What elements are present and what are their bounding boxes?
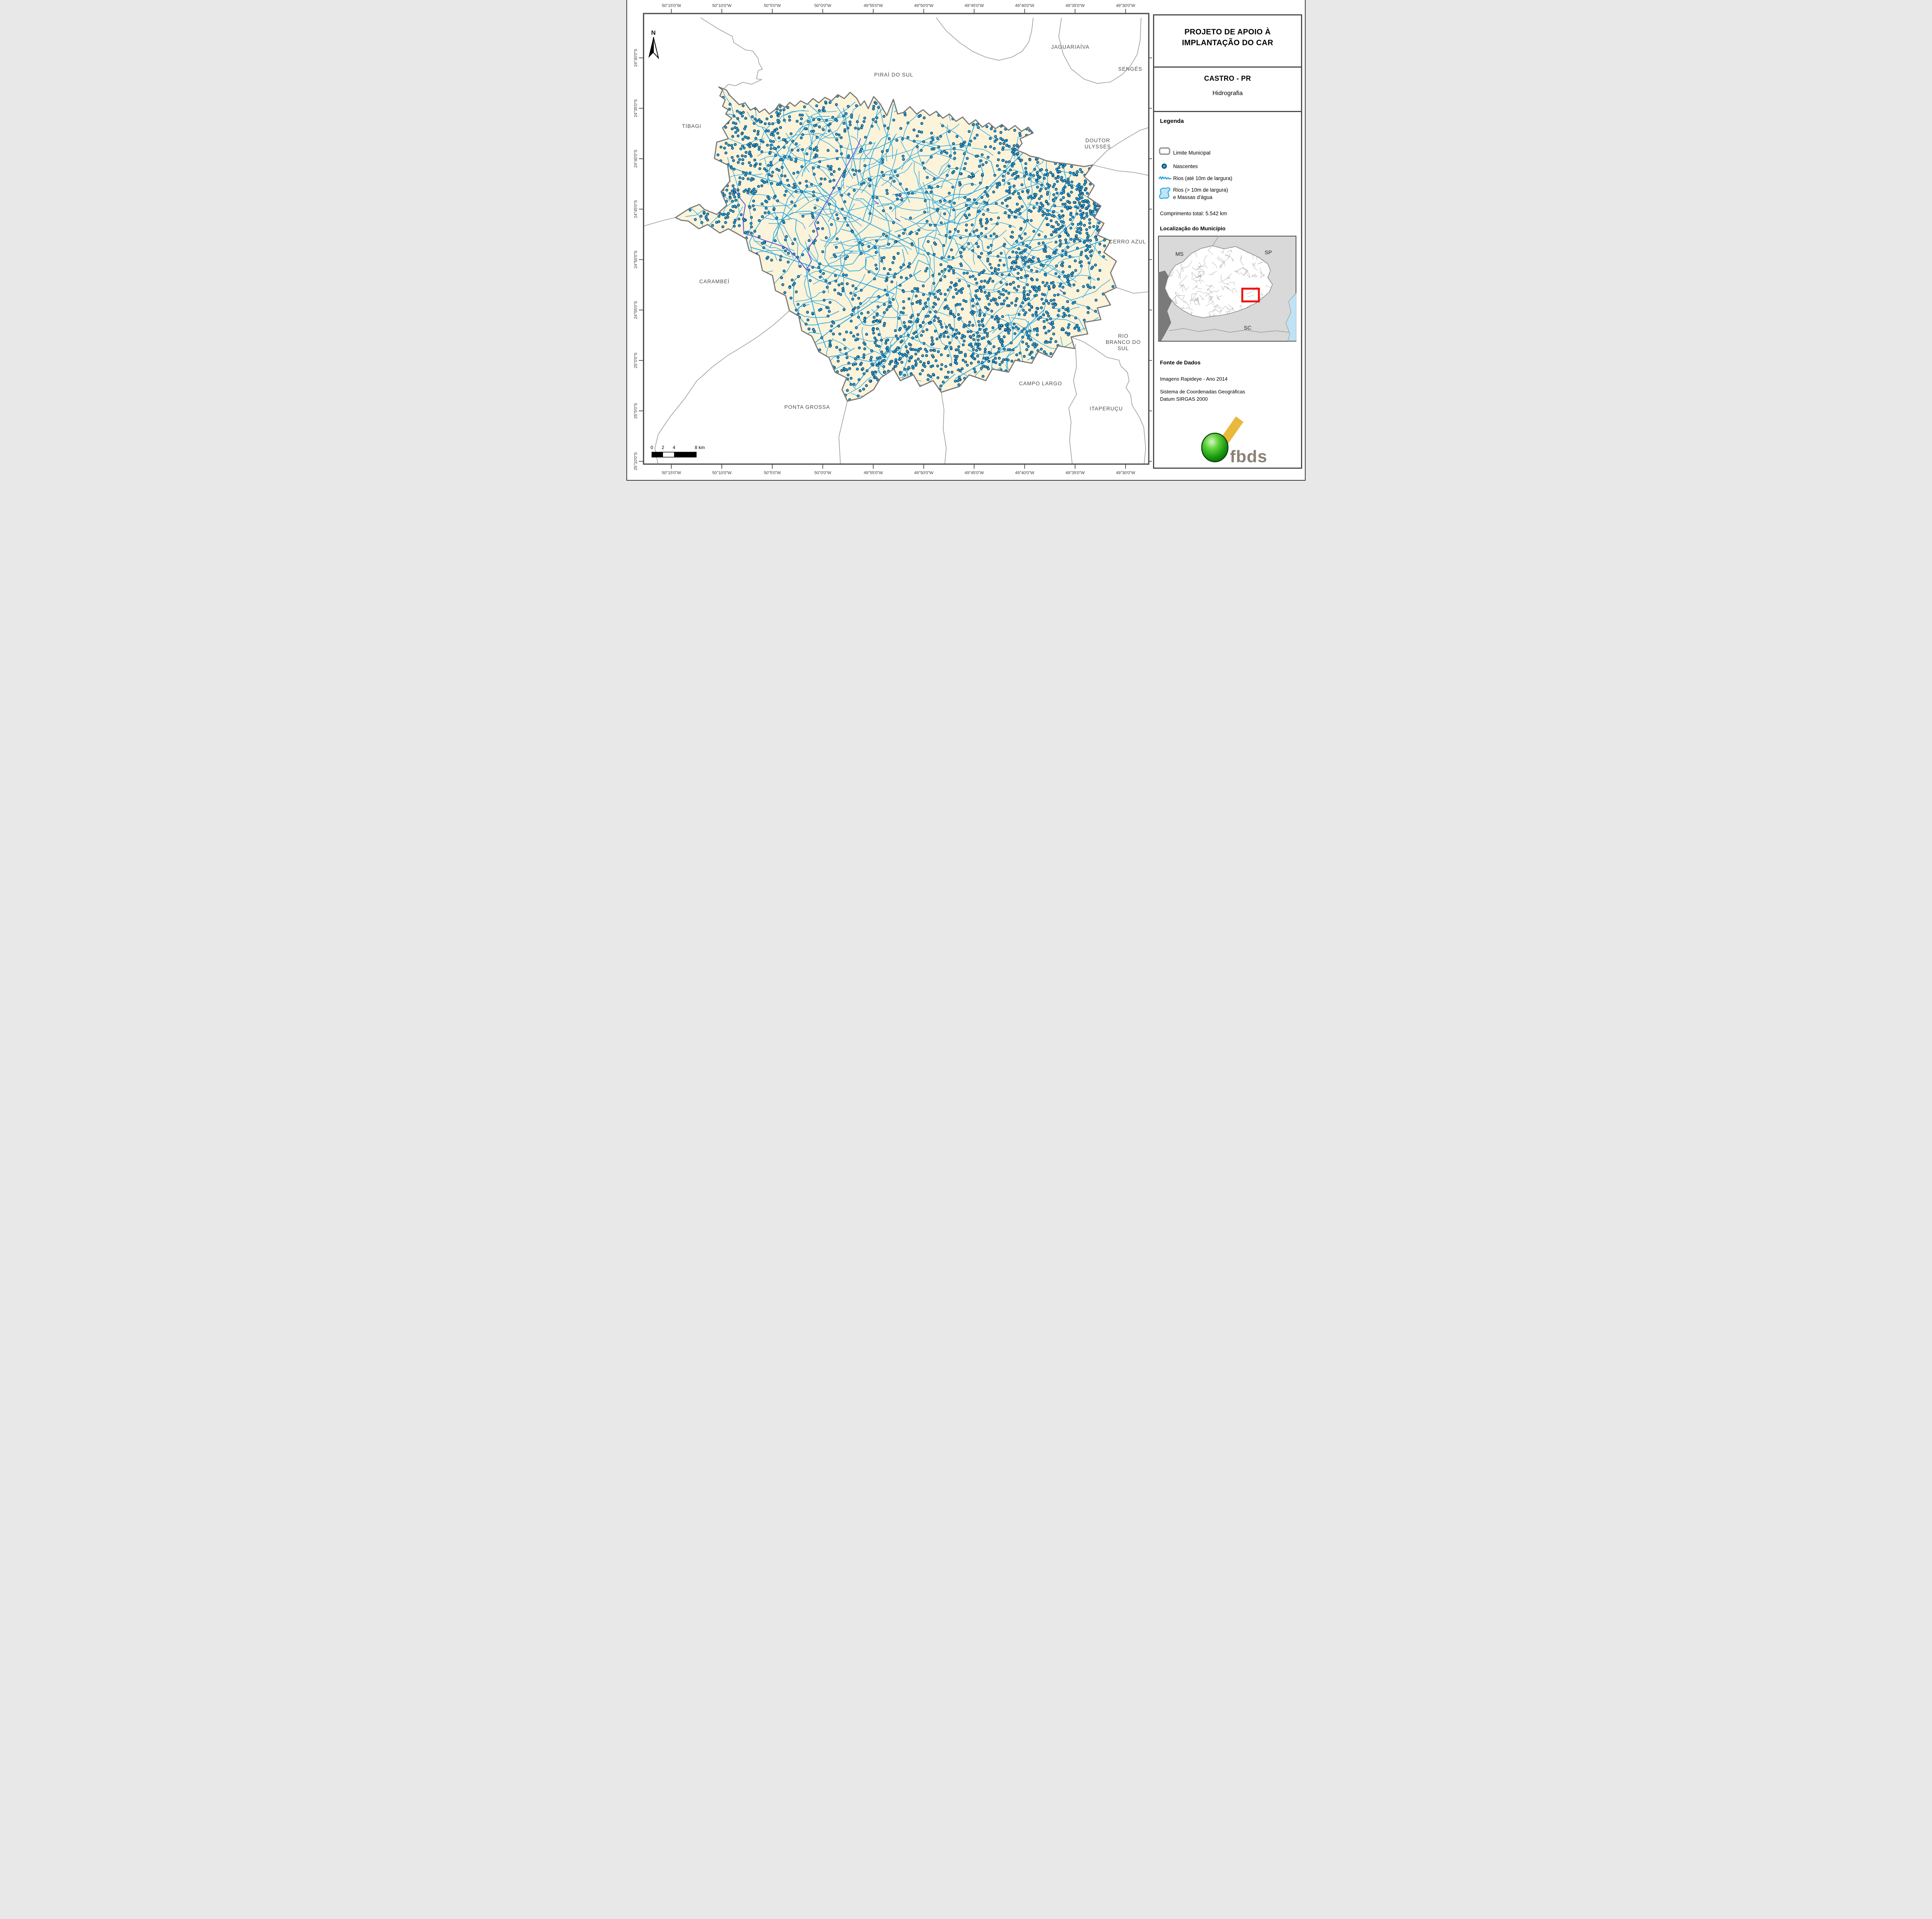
rios-maior-10m-swatch-icon xyxy=(1159,187,1170,199)
svg-text:50°0'0"W: 50°0'0"W xyxy=(814,3,831,8)
inset-label-sp: SP xyxy=(1265,249,1272,255)
map-frame xyxy=(643,13,1150,465)
svg-text:49°55'0"W: 49°55'0"W xyxy=(864,471,883,475)
svg-text:CARAMBEÍ: CARAMBEÍ xyxy=(699,279,730,284)
localizacao-heading: Localização do Município xyxy=(1160,225,1226,231)
svg-text:49°55'0"W: 49°55'0"W xyxy=(864,3,883,8)
svg-text:CAMPO LARGO: CAMPO LARGO xyxy=(1019,381,1062,386)
svg-text:50°10'0"W: 50°10'0"W xyxy=(712,471,731,475)
panel-divider-2 xyxy=(1153,111,1302,112)
fonte-line1: Imagens Rapideye - Ano 2014 xyxy=(1160,376,1228,382)
svg-text:49°30'0"W: 49°30'0"W xyxy=(1116,471,1135,475)
limite-municipal-swatch-icon xyxy=(1159,147,1170,155)
svg-text:SENGÉS: SENGÉS xyxy=(1118,66,1142,72)
svg-text:25°0'0"S: 25°0'0"S xyxy=(634,352,638,368)
fonte-heading: Fonte de Dados xyxy=(1160,359,1201,366)
svg-text:49°40'0"W: 49°40'0"W xyxy=(1015,471,1034,475)
svg-text:50°5'0"W: 50°5'0"W xyxy=(764,3,781,8)
svg-text:50°0'0"W: 50°0'0"W xyxy=(814,471,831,475)
fonte-line2: Sistema de Coordenadas Geográficas xyxy=(1160,389,1245,395)
panel-divider-1 xyxy=(1153,66,1302,68)
svg-text:49°45'0"W: 49°45'0"W xyxy=(964,3,984,8)
svg-text:49°30'0"W: 49°30'0"W xyxy=(1116,3,1135,8)
svg-text:49°40'0"W: 49°40'0"W xyxy=(1015,3,1034,8)
main-map: 50°15'0"W 50°15'0"W 50°10'0"W 50°10'0"W 50°5… xyxy=(634,3,1152,475)
rivers-layer xyxy=(685,87,1111,401)
svg-text:25°10'0"S: 25°10'0"S xyxy=(634,452,638,470)
legend-heading: Legenda xyxy=(1160,118,1184,124)
logo-green-sphere xyxy=(1201,432,1229,463)
inset-parana-shape xyxy=(1165,245,1273,318)
municipality-title: CASTRO - PR xyxy=(1204,75,1251,82)
svg-text:0: 0 xyxy=(651,445,653,450)
legend-swatches xyxy=(1158,147,1172,199)
svg-text:2: 2 xyxy=(662,445,664,450)
svg-text:24°55'0"S: 24°55'0"S xyxy=(634,301,638,319)
municipality-outline xyxy=(675,86,1117,402)
total-length-label: Comprimento total: 5.542 km xyxy=(1160,211,1227,216)
project-title-line1: PROJETO DE APOIO À xyxy=(1184,28,1271,36)
svg-text:24°50'0"S: 24°50'0"S xyxy=(634,250,638,269)
svg-text:25°5'0"S: 25°5'0"S xyxy=(634,403,638,419)
svg-text:49°35'0"W: 49°35'0"W xyxy=(1066,471,1085,475)
svg-text:24°40'0"S: 24°40'0"S xyxy=(634,150,638,168)
svg-text:49°50'0"W: 49°50'0"W xyxy=(914,3,934,8)
legend-rios10-label: Rios (até 10m de largura) xyxy=(1173,175,1233,181)
svg-text:N: N xyxy=(651,30,656,36)
municipality-area xyxy=(675,87,1116,401)
nascentes-swatch-icon xyxy=(1162,163,1167,169)
svg-text:49°45'0"W: 49°45'0"W xyxy=(964,471,984,475)
legend-limite-label: Limite Municipal xyxy=(1173,150,1211,156)
locator-inset-map: MS SP SC xyxy=(1158,236,1296,342)
neighbor-labels: JAGUARIAÍVA SENGÉS PIRAÍ DO SUL TIBAGI DOUTO… xyxy=(682,44,1146,412)
scale-bar: 0 2 4 8 km xyxy=(651,445,705,458)
neighbor-boundaries xyxy=(643,17,1149,464)
legend-rios-maior-label-2: e Massas d'água xyxy=(1173,194,1213,200)
svg-text:49°50'0"W: 49°50'0"W xyxy=(914,471,934,475)
svg-text:50°15'0"W: 50°15'0"W xyxy=(662,471,681,475)
graticule-ticks-labels: 50°15'0"W 50°15'0"W 50°10'0"W 50°10'0"W 50°5… xyxy=(634,3,1152,475)
inset-west-region xyxy=(1158,270,1173,341)
map-theme: Hidrografia xyxy=(1212,90,1243,97)
svg-text:50°10'0"W: 50°10'0"W xyxy=(712,3,731,8)
map-sheet: 50°15'0"W 50°15'0"W 50°10'0"W 50°10'0"W 50°5… xyxy=(626,0,1306,481)
svg-text:50°5'0"W: 50°5'0"W xyxy=(764,471,781,475)
inset-state-border-north xyxy=(1212,236,1219,246)
legend-nascentes-label: Nascentes xyxy=(1173,163,1198,169)
inset-state-border-south xyxy=(1168,328,1290,333)
inset-highlight-box xyxy=(1241,288,1260,303)
svg-text:49°35'0"W: 49°35'0"W xyxy=(1066,3,1085,8)
svg-text:ITAPERUÇU: ITAPERUÇU xyxy=(1090,406,1123,412)
inset-label-ms: MS xyxy=(1175,251,1184,257)
north-arrow: N xyxy=(648,30,659,60)
legend-rios-maior-label-1: Rios (> 10m de largura) xyxy=(1173,187,1228,193)
svg-text:8 km: 8 km xyxy=(695,445,705,450)
svg-text:24°45'0"S: 24°45'0"S xyxy=(634,200,638,218)
svg-text:50°15'0"W: 50°15'0"W xyxy=(662,3,681,8)
rios-ate-10m-swatch-icon xyxy=(1158,176,1172,180)
logo-yellow-stripe xyxy=(1219,416,1244,446)
svg-text:CERRO AZUL: CERRO AZUL xyxy=(1109,239,1146,245)
fonte-line3: Datum SIRGAS 2000 xyxy=(1160,396,1208,402)
svg-text:PONTA GROSSA: PONTA GROSSA xyxy=(784,404,830,410)
fbds-logo: fbds xyxy=(1201,416,1267,466)
svg-text:TIBAGI: TIBAGI xyxy=(682,123,701,129)
project-title-line2: IMPLANTAÇÃO DO CAR xyxy=(1182,39,1274,47)
svg-text:24°35'0"S: 24°35'0"S xyxy=(634,99,638,117)
inset-ocean xyxy=(1286,293,1296,341)
nascentes-layer xyxy=(689,95,1115,401)
inset-label-sc: SC xyxy=(1244,325,1251,331)
svg-text:4: 4 xyxy=(673,445,675,450)
svg-text:PIRAÍ DO SUL: PIRAÍ DO SUL xyxy=(874,72,913,78)
svg-text:JAGUARIAÍVA: JAGUARIAÍVA xyxy=(1051,44,1089,50)
svg-text:24°30'0"S: 24°30'0"S xyxy=(634,49,638,67)
logo-text: fbds xyxy=(1230,447,1267,466)
